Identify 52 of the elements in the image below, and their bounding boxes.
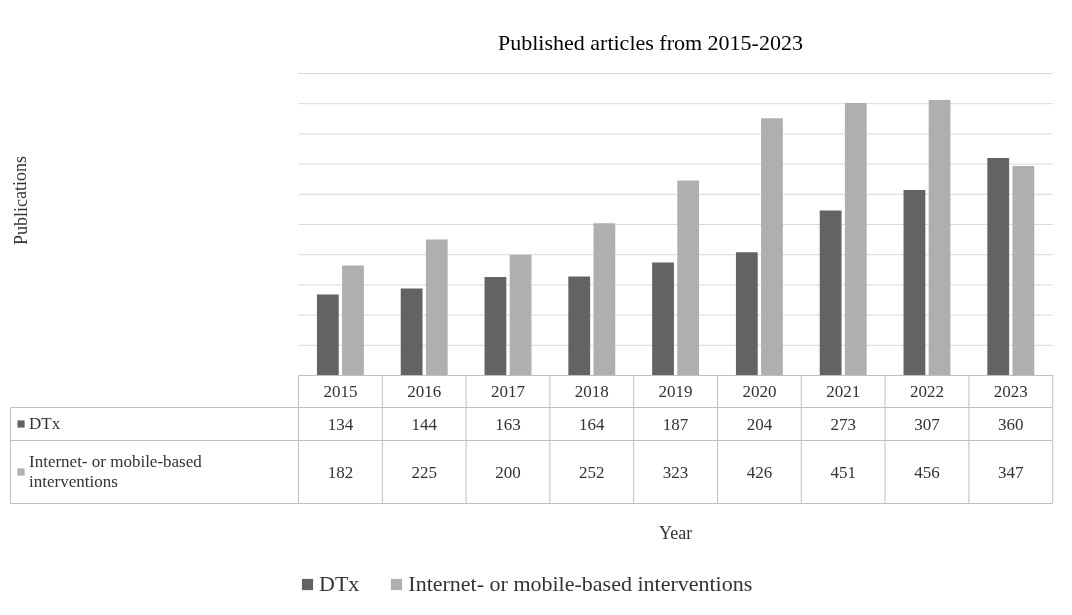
data-label: 360: [998, 414, 1024, 434]
text: Internet- or mobile-based interventions: [408, 571, 753, 596]
data-label: 451: [830, 462, 856, 482]
bar: [761, 118, 783, 376]
x-tick-label: 2020: [742, 382, 777, 401]
data-label: 307: [914, 414, 941, 434]
bar: [677, 180, 700, 376]
bar: [509, 254, 532, 376]
bar: [903, 190, 926, 376]
data-label: 456: [914, 462, 940, 482]
data-label: 164: [579, 414, 606, 434]
data-label: 252: [579, 462, 605, 482]
bar: [425, 239, 448, 376]
text: Publications: [10, 156, 31, 245]
bar: [819, 210, 842, 376]
x-tick-label: 2023: [993, 382, 1028, 401]
bar: [987, 158, 1010, 376]
data-label: 204: [746, 414, 773, 434]
x-tick-label: 2019: [658, 382, 693, 401]
data-label: 200: [495, 462, 521, 482]
data-label: 144: [411, 414, 438, 434]
x-tick-label: 2015: [323, 382, 358, 401]
legend-label: Internet- or mobile-based interventions: [29, 451, 202, 492]
bar: [1012, 165, 1035, 376]
x-tick-label: 2017: [491, 382, 526, 401]
data-label: 347: [998, 462, 1025, 482]
data-label: 273: [830, 414, 856, 434]
legend-label: DTx: [319, 571, 360, 597]
data-label: 182: [327, 462, 354, 482]
data-label: 225: [411, 462, 437, 482]
bar: [928, 100, 951, 376]
data-label: 426: [746, 462, 773, 482]
data-label: 163: [495, 414, 521, 434]
bar: [316, 294, 339, 376]
bar: [568, 276, 591, 376]
text: Year: [659, 522, 693, 543]
bar: [652, 262, 674, 376]
bar: [484, 277, 507, 376]
data-label: 323: [662, 462, 689, 482]
x-tick-label: 2021: [826, 382, 861, 401]
bar: [844, 103, 867, 376]
data-label: 187: [662, 414, 689, 434]
data-label: 134: [327, 414, 354, 434]
x-tick-label: 2016: [407, 382, 442, 401]
bar: [735, 252, 758, 376]
chart-title: Published articles from 2015-2023: [498, 30, 803, 55]
bar: [342, 265, 364, 376]
x-tick-label: 2018: [574, 382, 609, 401]
text: DTx: [29, 413, 61, 433]
x-tick-label: 2022: [910, 382, 944, 401]
bar: [400, 288, 423, 376]
bar: [593, 223, 616, 376]
